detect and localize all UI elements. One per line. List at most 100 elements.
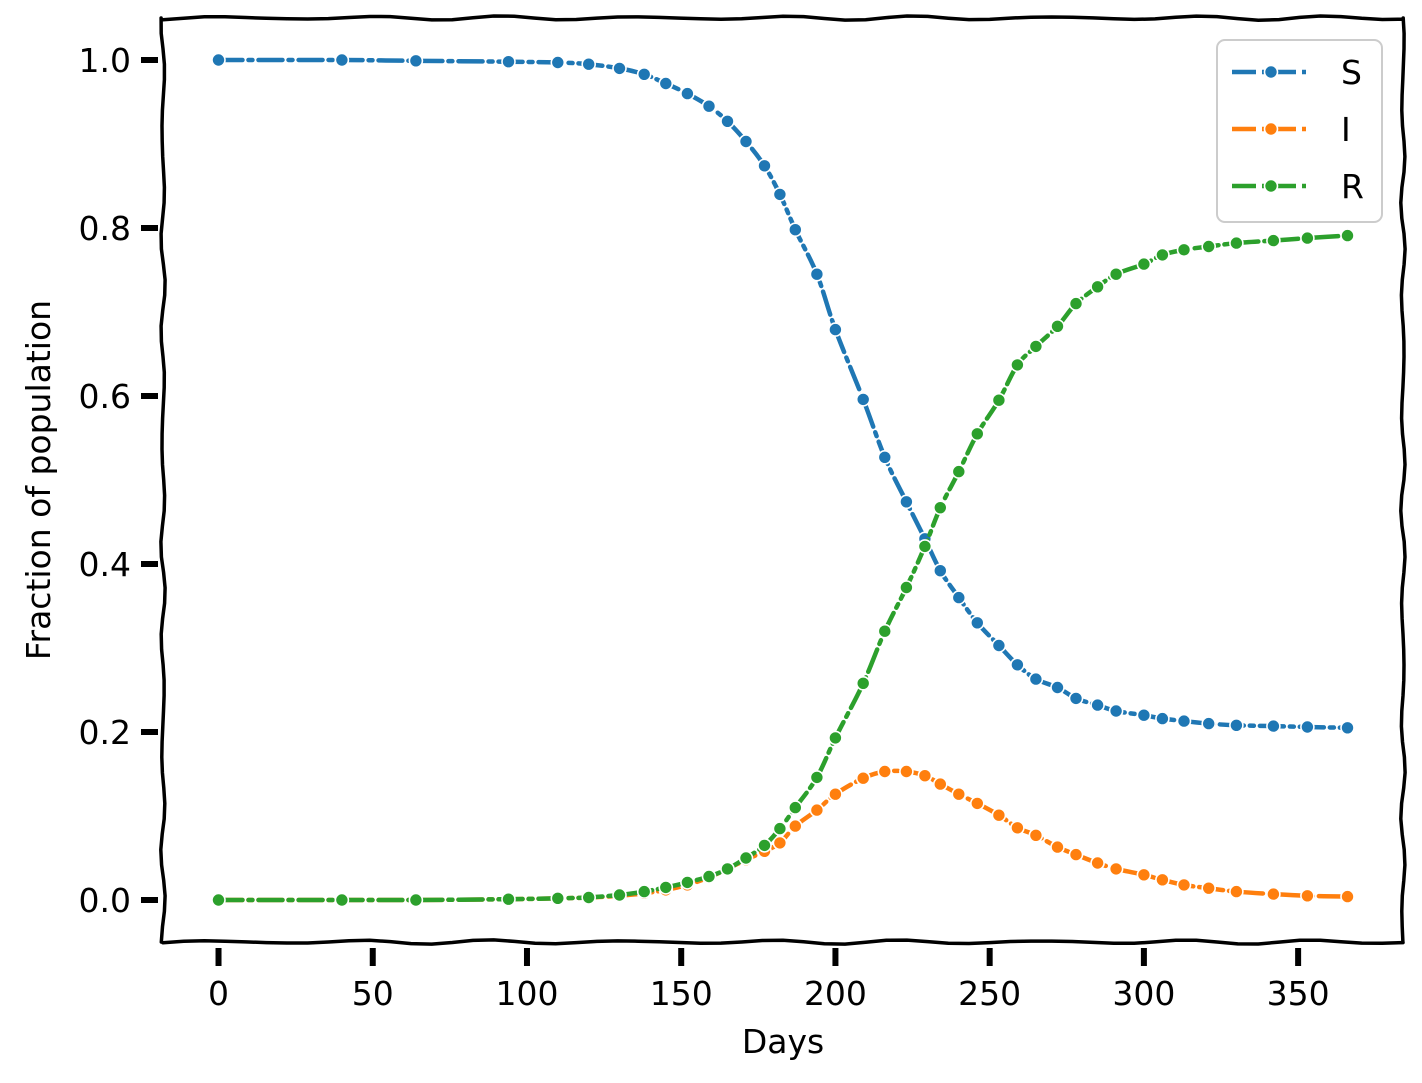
y-axis: 0.0 0.2 0.4 0.6 0.8 1.0 — [79, 41, 158, 920]
series-group — [211, 52, 1355, 908]
series-s-point — [877, 449, 893, 465]
series-r-point — [1266, 233, 1281, 248]
y-tick-label: 0.0 — [79, 881, 131, 920]
series-i-point — [1300, 888, 1315, 904]
series-i-point — [1229, 884, 1244, 899]
series-s-line — [216, 57, 1350, 731]
series-s-point — [991, 638, 1007, 653]
series-s-point — [1176, 713, 1192, 729]
series-s-point — [1229, 717, 1244, 733]
series-s-point — [1028, 671, 1044, 687]
series-i-point — [1068, 847, 1084, 862]
series-i-point — [932, 776, 948, 792]
series-s-point — [636, 67, 652, 82]
series-r-point — [1155, 247, 1170, 263]
legend-label: R — [1341, 167, 1364, 206]
series-i-point — [1155, 872, 1170, 888]
y-tick-label: 0.2 — [79, 713, 131, 752]
series-s-point — [1010, 657, 1025, 673]
series-s-point — [1108, 703, 1124, 719]
series-s-point — [1090, 697, 1105, 713]
series-r-point — [612, 887, 627, 903]
legend-marker — [1263, 64, 1279, 80]
series-r-point — [1068, 296, 1084, 311]
legend: SIR — [1216, 39, 1383, 223]
series-s-point — [701, 98, 717, 114]
series-r-point — [1010, 357, 1025, 373]
series-r-point — [1229, 235, 1244, 251]
series-s-point — [581, 56, 597, 72]
series-i-point — [951, 786, 967, 802]
x-tick-label: 200 — [804, 974, 867, 1013]
series-r-point — [581, 890, 597, 905]
series-i-point — [899, 764, 914, 779]
series-s-point — [211, 52, 226, 68]
series-i-point — [1201, 880, 1216, 896]
series-r-line — [216, 233, 1350, 903]
series-s-point — [1068, 691, 1084, 706]
series-s-point — [680, 86, 695, 101]
series-r-point — [1136, 256, 1152, 272]
series-r-point — [1028, 339, 1044, 354]
series-i-point — [1010, 820, 1025, 836]
y-tick-label: 0.4 — [79, 545, 131, 584]
series-r-point — [1176, 242, 1192, 258]
legend-entry-i: I — [1232, 110, 1351, 149]
series-i-point — [1028, 827, 1044, 843]
frame-left — [159, 16, 167, 944]
series-s-point — [932, 563, 948, 579]
series-r-point — [1108, 266, 1124, 282]
legend-marker — [1263, 178, 1279, 194]
x-tick-label: 350 — [1267, 974, 1330, 1013]
series-r-point — [932, 500, 948, 516]
series-s-point — [772, 187, 788, 202]
series-r-point — [855, 675, 871, 691]
series-s-point — [1300, 719, 1315, 735]
series-r-point — [969, 426, 985, 442]
frame-bottom — [161, 938, 1405, 946]
series-s-point — [899, 494, 914, 510]
series-s-point — [809, 266, 825, 282]
series-i-point — [828, 786, 843, 802]
legend-entry-r: R — [1232, 167, 1364, 206]
series-i-point — [1136, 867, 1152, 883]
series-r-point — [877, 623, 893, 639]
series-r-point — [658, 880, 674, 895]
series-i-point — [855, 770, 871, 786]
series-s-point — [757, 158, 772, 174]
y-tick-label: 1.0 — [79, 41, 131, 80]
series-i-point — [1090, 855, 1105, 871]
series-i-point — [917, 768, 933, 784]
series-r-point — [899, 580, 914, 595]
frame-top — [161, 14, 1405, 22]
series-i-point — [1176, 877, 1192, 893]
series-s-point — [738, 134, 754, 149]
series-r-point — [738, 850, 754, 866]
x-axis-label: Days — [742, 1022, 824, 1061]
series-r-point — [1340, 228, 1355, 243]
legend-label: I — [1341, 110, 1351, 149]
series-s-point — [787, 222, 803, 237]
y-tick-label: 0.8 — [79, 209, 131, 248]
plot-frame — [159, 14, 1407, 946]
series-r-point — [828, 730, 843, 746]
series-i-point — [969, 796, 985, 811]
series-r-point — [701, 869, 717, 884]
series-s-point — [855, 392, 871, 407]
series-i-point — [1050, 839, 1065, 855]
y-axis-label: Fraction of population — [19, 300, 58, 660]
x-tick-label: 250 — [958, 974, 1021, 1013]
x-tick-label: 100 — [495, 974, 558, 1013]
series-i-point — [809, 802, 825, 818]
series-r-point — [1050, 318, 1065, 334]
series-s-point — [501, 54, 516, 70]
series-r-point — [680, 875, 695, 890]
series-s — [211, 52, 1355, 736]
series-r-point — [550, 890, 566, 906]
series-s-point — [550, 55, 566, 70]
series-r-point — [1090, 279, 1105, 295]
series-s-point — [1050, 680, 1065, 695]
series-i — [211, 764, 1355, 908]
series-r-point — [334, 892, 350, 908]
